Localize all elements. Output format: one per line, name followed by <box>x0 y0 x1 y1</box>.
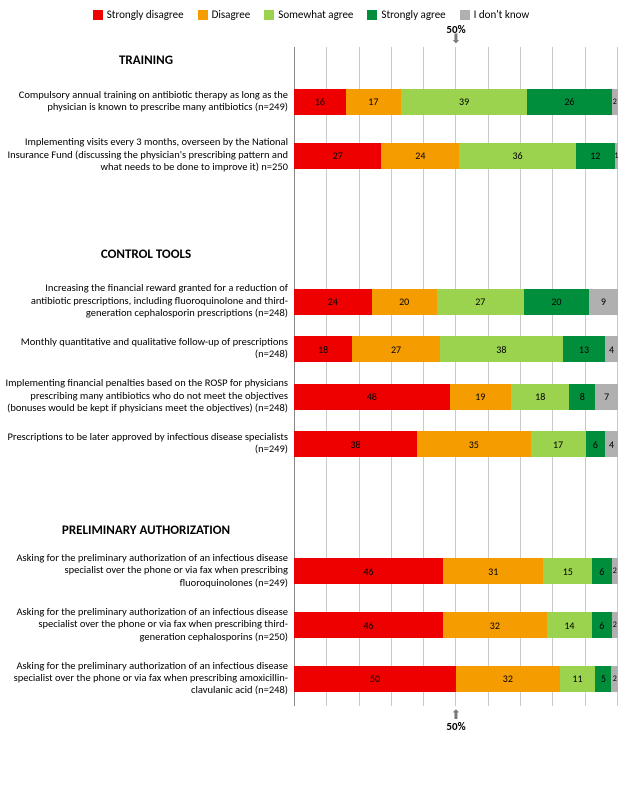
row-label: Asking for the preliminary authorization… <box>4 597 294 651</box>
section-title: CONTROL TOOLS <box>4 241 288 266</box>
segment-somewhat_agree: 18 <box>511 384 569 410</box>
segment-strongly_disagree: 18 <box>294 336 352 362</box>
section-title: TRAINING <box>4 47 288 72</box>
segment-somewhat_agree: 17 <box>531 431 586 457</box>
fifty-label-bottom: 50% <box>446 720 465 733</box>
segment-dont_know: 2 <box>612 558 618 584</box>
segment-dont_know: 4 <box>605 336 618 362</box>
fifty-bottom-marker: ⬆ 50% <box>294 706 618 730</box>
segment-strongly_disagree: 24 <box>294 289 372 315</box>
segment-strongly_agree: 8 <box>569 384 595 410</box>
segment-strongly_agree: 6 <box>592 612 611 638</box>
section-title: PRELIMINARY AUTHORIZATION <box>4 517 288 542</box>
stacked-bar: 46311562 <box>294 551 618 593</box>
stacked-bar: 242027209 <box>294 275 618 329</box>
segment-strongly_disagree: 46 <box>294 558 443 584</box>
legend-swatch <box>264 10 274 20</box>
legend-label: Strongly agree <box>381 8 445 21</box>
legend-swatch <box>367 10 377 20</box>
segment-strongly_agree: 6 <box>592 558 611 584</box>
legend-swatch <box>198 10 208 20</box>
row-label: Asking for the preliminary authorization… <box>4 657 294 699</box>
row-label: Compulsory annual training on antibiotic… <box>4 80 294 122</box>
segment-disagree: 27 <box>352 336 439 362</box>
fifty-top-marker: 50% ⬇ <box>294 23 618 47</box>
legend-label: Strongly disagree <box>107 8 184 21</box>
stacked-bar: 46321462 <box>294 598 618 652</box>
legend-label: I don't know <box>474 8 530 21</box>
segment-strongly_agree: 12 <box>576 143 615 169</box>
legend-item-strongly_disagree: Strongly disagree <box>93 8 184 21</box>
legend-label: Somewhat agree <box>278 8 353 21</box>
stacked-bar: 272436121 <box>294 129 618 183</box>
segment-somewhat_agree: 14 <box>547 612 592 638</box>
segment-strongly_agree: 13 <box>563 336 605 362</box>
segment-disagree: 32 <box>456 666 560 692</box>
stacked-bar: 38351764 <box>294 430 618 459</box>
arrow-down-icon: ⬇ <box>446 36 465 44</box>
legend: Strongly disagree Disagree Somewhat agree S… <box>4 8 618 21</box>
row-label: Implementing financial penalties based o… <box>4 369 294 423</box>
segment-strongly_agree: 6 <box>586 431 605 457</box>
segment-dont_know: 9 <box>589 289 618 315</box>
segment-dont_know: 7 <box>595 384 618 410</box>
segment-somewhat_agree: 39 <box>401 89 527 115</box>
section: PRELIMINARY AUTHORIZATION Asking for the … <box>4 517 618 706</box>
segment-disagree: 17 <box>346 89 401 115</box>
segment-dont_know: 2 <box>611 666 617 692</box>
segment-somewhat_agree: 38 <box>440 336 563 362</box>
stacked-bar: 161739262 <box>294 81 618 123</box>
segment-strongly_disagree: 16 <box>294 89 346 115</box>
segment-strongly_disagree: 46 <box>294 612 443 638</box>
legend-item-somewhat_agree: Somewhat agree <box>264 8 353 21</box>
section: TRAINING Compulsory annual training on an… <box>4 47 618 241</box>
segment-strongly_agree: 20 <box>524 289 589 315</box>
segment-strongly_agree: 5 <box>595 666 611 692</box>
segment-dont_know: 4 <box>605 431 618 457</box>
segment-dont_know: 2 <box>612 612 618 638</box>
row-label: Prescriptions to be later approved by in… <box>4 429 294 458</box>
segment-strongly_agree: 26 <box>527 89 611 115</box>
segment-disagree: 35 <box>417 431 530 457</box>
segment-dont_know: 2 <box>612 89 618 115</box>
legend-item-dont_know: I don't know <box>460 8 530 21</box>
segment-strongly_disagree: 50 <box>294 666 456 692</box>
stacked-bar: 48191887 <box>294 370 618 424</box>
segment-somewhat_agree: 15 <box>543 558 592 584</box>
arrow-up-icon: ⬆ <box>446 712 465 720</box>
stacked-bar: 182738134 <box>294 335 618 364</box>
stacked-bar: 50321152 <box>294 658 618 700</box>
row-label: Asking for the preliminary authorization… <box>4 550 294 592</box>
segment-disagree: 19 <box>450 384 512 410</box>
segment-strongly_disagree: 48 <box>294 384 450 410</box>
segment-strongly_disagree: 27 <box>294 143 381 169</box>
segment-dont_know: 1 <box>615 143 618 169</box>
segment-strongly_disagree: 38 <box>294 431 417 457</box>
segment-somewhat_agree: 11 <box>560 666 596 692</box>
legend-label: Disagree <box>212 8 251 21</box>
legend-item-strongly_agree: Strongly agree <box>367 8 445 21</box>
legend-swatch <box>93 10 103 20</box>
row-label: Increasing the financial reward granted … <box>4 274 294 328</box>
segment-somewhat_agree: 27 <box>437 289 524 315</box>
legend-item-disagree: Disagree <box>198 8 251 21</box>
section: CONTROL TOOLS Increasing the financial re… <box>4 241 618 517</box>
legend-swatch <box>460 10 470 20</box>
segment-disagree: 32 <box>443 612 547 638</box>
row-label: Monthly quantitative and qualitative fol… <box>4 334 294 363</box>
segment-somewhat_agree: 36 <box>459 143 576 169</box>
segment-disagree: 20 <box>372 289 437 315</box>
row-label: Implementing visits every 3 months, over… <box>4 128 294 182</box>
segment-disagree: 24 <box>381 143 459 169</box>
segment-disagree: 31 <box>443 558 543 584</box>
